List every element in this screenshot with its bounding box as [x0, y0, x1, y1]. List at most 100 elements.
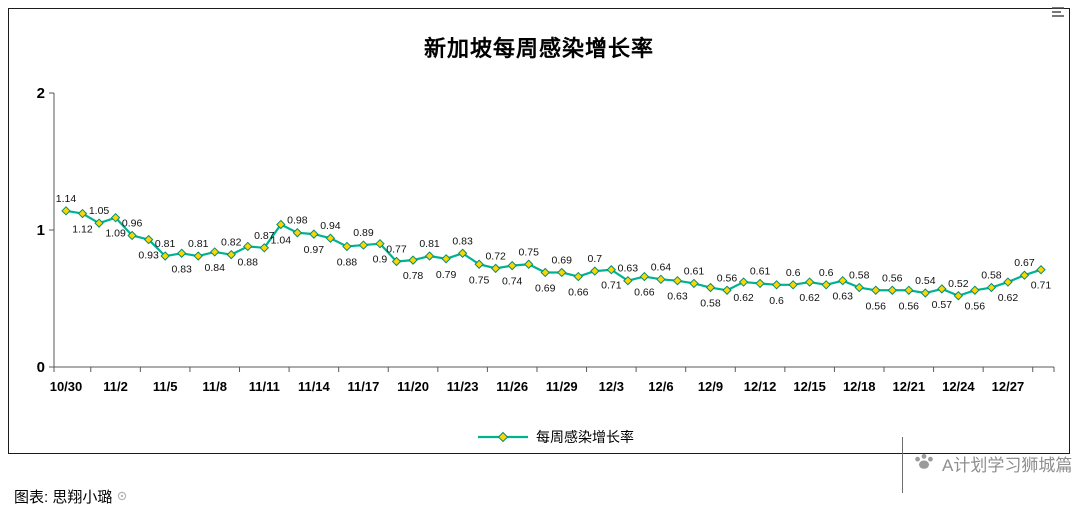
data-point-marker: [342, 241, 352, 252]
data-point-label: 0.87: [254, 230, 275, 242]
data-point-marker: [358, 240, 369, 250]
data-point-label: 0.84: [205, 262, 226, 274]
data-point-label: 0.56: [866, 300, 887, 312]
data-point-marker: [639, 271, 650, 282]
data-point-label: 1.04: [271, 235, 292, 247]
data-point-marker: [1003, 277, 1013, 287]
data-point-label: 0.75: [469, 274, 490, 286]
data-point-marker: [490, 263, 501, 274]
data-point-label: 0.81: [188, 238, 209, 250]
data-point-marker: [391, 256, 402, 267]
data-point-marker: [61, 206, 71, 216]
data-point-label: 0.62: [799, 292, 820, 304]
watermark: A计划学习狮城篇: [913, 450, 1072, 477]
data-point-label: 0.69: [552, 254, 573, 266]
data-point-marker: [309, 229, 319, 239]
data-point-marker: [540, 267, 550, 278]
data-point-label: 0.56: [882, 272, 903, 284]
data-point-marker: [606, 265, 617, 275]
data-point-label: 0.82: [221, 237, 242, 249]
data-point-label: 1.14: [56, 193, 77, 205]
data-point-marker: [557, 267, 567, 278]
data-point-marker: [507, 260, 517, 271]
data-point-marker: [837, 275, 848, 286]
data-point-label: 0.61: [750, 265, 771, 277]
data-point-label: 0.56: [899, 300, 920, 312]
data-point-marker: [226, 249, 236, 260]
x-tick-label: 11/8: [202, 379, 227, 394]
data-point-label: 0.71: [601, 280, 622, 292]
source-text: 图表: 思翔小璐: [14, 489, 113, 506]
data-point-marker: [524, 259, 534, 269]
data-point-marker: [1036, 265, 1046, 275]
data-point-label: 0.83: [171, 263, 192, 275]
x-tick-label: 12/24: [942, 379, 975, 394]
data-point-marker: [210, 247, 220, 257]
data-point-marker: [193, 251, 203, 261]
x-tick-label: 11/14: [298, 379, 331, 394]
data-point-label: 0.96: [122, 217, 143, 229]
x-tick-label: 11/26: [496, 379, 528, 394]
data-point-label: 0.58: [700, 298, 721, 310]
data-point-marker: [424, 251, 435, 261]
data-point-marker: [656, 274, 666, 285]
data-point-label: 0.71: [1031, 280, 1052, 292]
legend-marker: [497, 431, 509, 443]
data-point-marker: [722, 285, 732, 295]
x-tick-label: 11/17: [348, 379, 380, 394]
source-seal-icon: [117, 488, 127, 505]
data-point-marker: [937, 284, 947, 294]
data-point-label: 1.05: [89, 205, 110, 217]
data-point-marker: [887, 285, 897, 295]
data-point-label: 0.93: [138, 250, 159, 262]
data-point-marker: [441, 254, 451, 264]
x-tick-label: 11/20: [397, 379, 429, 394]
data-point-marker: [738, 277, 749, 287]
data-point-label: 0.72: [485, 250, 506, 262]
data-point-label: 0.54: [915, 275, 936, 287]
data-point-marker: [970, 285, 980, 295]
data-point-marker: [854, 282, 864, 293]
data-point-marker: [590, 266, 600, 276]
data-point-label: 0.78: [403, 270, 424, 282]
data-point-marker: [705, 282, 716, 293]
data-point-marker: [292, 228, 303, 238]
data-point-label: 0.94: [320, 220, 341, 232]
data-point-label: 0.63: [667, 291, 688, 303]
data-point-label: 0.52: [948, 278, 969, 290]
data-point-label: 0.97: [304, 244, 325, 256]
watermark-text: A计划学习狮城篇: [942, 456, 1073, 475]
data-point-label: 1.12: [72, 224, 93, 236]
y-tick-label: 1: [37, 222, 45, 239]
data-point-label: 0.66: [568, 287, 589, 299]
data-point-marker: [325, 233, 336, 243]
data-point-label: 0.62: [733, 292, 754, 304]
data-point-marker: [176, 248, 187, 258]
data-point-marker: [276, 219, 286, 230]
data-point-label: 0.63: [832, 291, 853, 303]
corner-decoration-icon: [1050, 4, 1066, 20]
data-point-marker: [77, 208, 88, 219]
data-point-marker: [160, 251, 170, 261]
chart-frame: 新加坡每周感染增长率 0 1 2 10/30 11/2 11/5 11/8 11/11 11/1…: [8, 8, 1070, 454]
y-tick-label: 2: [37, 85, 45, 102]
x-tick-label: 11/23: [447, 379, 479, 394]
data-point-marker: [623, 275, 633, 286]
data-point-marker: [127, 230, 137, 241]
data-point-marker: [110, 212, 121, 223]
data-point-marker: [771, 280, 782, 290]
x-tick-label: 11/5: [153, 379, 178, 394]
data-point-marker: [672, 275, 683, 286]
data-point-marker: [755, 278, 765, 289]
x-tick-label: 12/9: [698, 379, 723, 394]
data-point-marker: [953, 291, 964, 301]
data-point-label: 0.61: [684, 265, 705, 277]
data-point-label: 0.75: [518, 246, 539, 258]
data-point-label: 0.62: [998, 292, 1019, 304]
data-point-marker: [143, 234, 154, 245]
data-point-label: 0.89: [353, 227, 374, 239]
data-point-label: 0.56: [717, 272, 738, 284]
data-point-label: 0.77: [386, 244, 407, 256]
x-tick-label: 10/30: [50, 379, 83, 394]
data-point-label: 0.6: [819, 267, 834, 279]
